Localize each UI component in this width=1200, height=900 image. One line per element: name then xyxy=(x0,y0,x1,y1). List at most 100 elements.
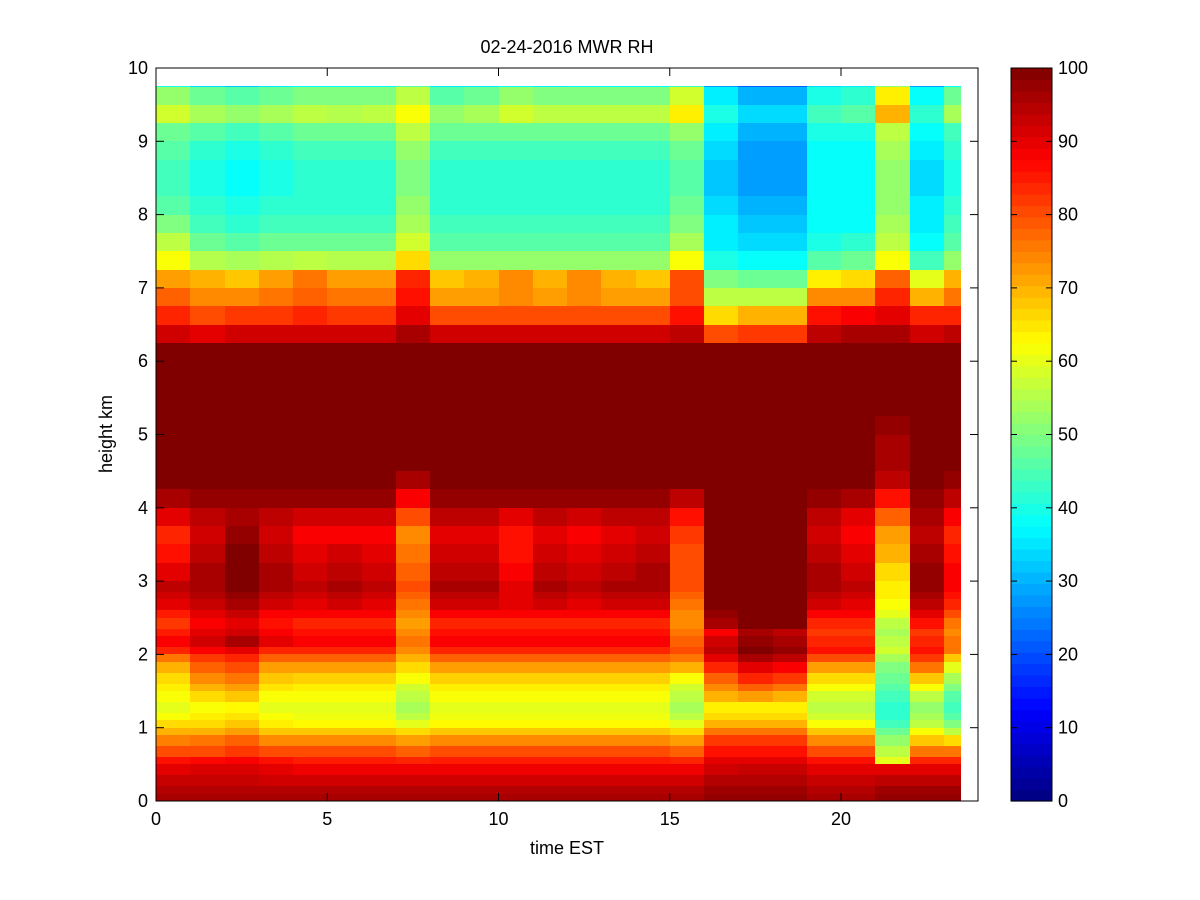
heatmap-cell xyxy=(533,563,567,581)
heatmap-cell xyxy=(190,735,225,746)
colorbar-segment xyxy=(1011,778,1052,791)
heatmap-cell xyxy=(293,757,327,764)
heatmap-cell xyxy=(499,746,533,757)
heatmap-cell xyxy=(225,105,259,123)
heatmap-cell xyxy=(601,105,636,123)
heatmap-cell xyxy=(464,610,499,618)
heatmap-cell xyxy=(773,702,807,713)
heatmap-cell xyxy=(807,629,841,636)
heatmap-cell xyxy=(773,178,807,196)
heatmap-cell xyxy=(327,691,362,702)
heatmap-cell xyxy=(636,435,670,453)
heatmap-cell xyxy=(156,215,190,233)
heatmap-cell xyxy=(327,86,362,105)
heatmap-cell xyxy=(156,380,190,398)
heatmap-cell xyxy=(464,325,499,343)
heatmap-cell xyxy=(293,86,327,87)
heatmap-cell xyxy=(704,746,738,757)
heatmap-cell xyxy=(567,636,601,647)
heatmap-cell xyxy=(567,746,601,757)
heatmap-cell xyxy=(636,563,670,581)
heatmap-cell xyxy=(567,526,601,544)
heatmap-cell xyxy=(738,757,773,764)
heatmap-cell xyxy=(944,123,961,141)
heatmap-cell xyxy=(704,416,738,435)
heatmap-cell xyxy=(670,86,704,87)
heatmap-cell xyxy=(259,270,293,288)
heatmap-cell xyxy=(636,720,670,728)
heatmap-cell xyxy=(636,647,670,654)
heatmap-cell xyxy=(567,691,601,702)
heatmap-cell xyxy=(499,398,533,416)
heatmap-cell xyxy=(464,86,499,105)
heatmap-cell xyxy=(293,599,327,610)
heatmap-cell xyxy=(362,735,396,746)
heatmap-cell xyxy=(875,141,910,160)
heatmap-cell xyxy=(910,702,944,713)
colorbar-segment xyxy=(1011,319,1052,333)
heatmap-cell xyxy=(601,526,636,544)
heatmap-cell xyxy=(601,728,636,735)
colorbar-segment xyxy=(1011,560,1052,573)
heatmap-cell xyxy=(327,105,362,123)
heatmap-cell xyxy=(704,764,738,775)
heatmap-cell xyxy=(670,662,704,673)
heatmap-cell xyxy=(910,713,944,720)
heatmap-cell xyxy=(567,325,601,343)
heatmap-cell xyxy=(841,380,875,398)
heatmap-cell xyxy=(430,526,464,544)
heatmap-cell xyxy=(944,654,961,662)
heatmap-cell xyxy=(293,160,327,178)
heatmap-cell xyxy=(773,270,807,288)
heatmap-cell xyxy=(327,673,362,684)
heatmap-cell xyxy=(327,361,362,380)
heatmap-cell xyxy=(567,702,601,713)
heatmap-cell xyxy=(156,361,190,380)
heatmap-cell xyxy=(533,610,567,618)
heatmap-cell xyxy=(533,325,567,343)
heatmap-cell xyxy=(499,647,533,654)
heatmap-cell xyxy=(636,380,670,398)
heatmap-cell xyxy=(567,233,601,251)
heatmap-cell xyxy=(670,471,704,489)
heatmap-cell xyxy=(362,728,396,735)
heatmap-cell xyxy=(396,764,430,775)
heatmap-cell xyxy=(156,618,190,629)
heatmap-cell xyxy=(259,123,293,141)
heatmap-cell xyxy=(464,343,499,361)
heatmap-cell xyxy=(841,361,875,380)
heatmap-cell xyxy=(533,489,567,508)
heatmap-cell xyxy=(910,86,944,87)
heatmap-cell xyxy=(499,526,533,544)
heatmap-cell xyxy=(807,105,841,123)
heatmap-cell xyxy=(807,735,841,746)
heatmap-cell xyxy=(259,343,293,361)
heatmap-cell xyxy=(773,233,807,251)
heatmap-cell xyxy=(910,105,944,123)
colorbar-tick-label: 40 xyxy=(1058,498,1078,518)
heatmap-cell xyxy=(841,288,875,306)
heatmap-cell xyxy=(636,325,670,343)
heatmap-cell xyxy=(464,592,499,599)
heatmap-cell xyxy=(875,251,910,270)
heatmap-cell xyxy=(841,728,875,735)
heatmap-cell xyxy=(396,592,430,599)
heatmap-cell xyxy=(225,757,259,764)
heatmap-cell xyxy=(396,673,430,684)
heatmap-cell xyxy=(499,435,533,453)
colorbar-segment xyxy=(1011,606,1052,619)
heatmap-cell xyxy=(738,270,773,288)
heatmap-cell xyxy=(259,735,293,746)
heatmap-cell xyxy=(259,361,293,380)
heatmap-cell xyxy=(636,629,670,636)
heatmap-cell xyxy=(910,691,944,702)
heatmap-cell xyxy=(156,325,190,343)
colorbar-segment xyxy=(1011,113,1052,126)
heatmap-cell xyxy=(636,544,670,563)
colorbar-segment xyxy=(1011,549,1052,562)
heatmap-cell xyxy=(430,662,464,673)
heatmap-cell xyxy=(944,453,961,471)
heatmap-cell xyxy=(567,684,601,691)
heatmap-cell xyxy=(875,361,910,380)
heatmap-cell xyxy=(259,618,293,629)
